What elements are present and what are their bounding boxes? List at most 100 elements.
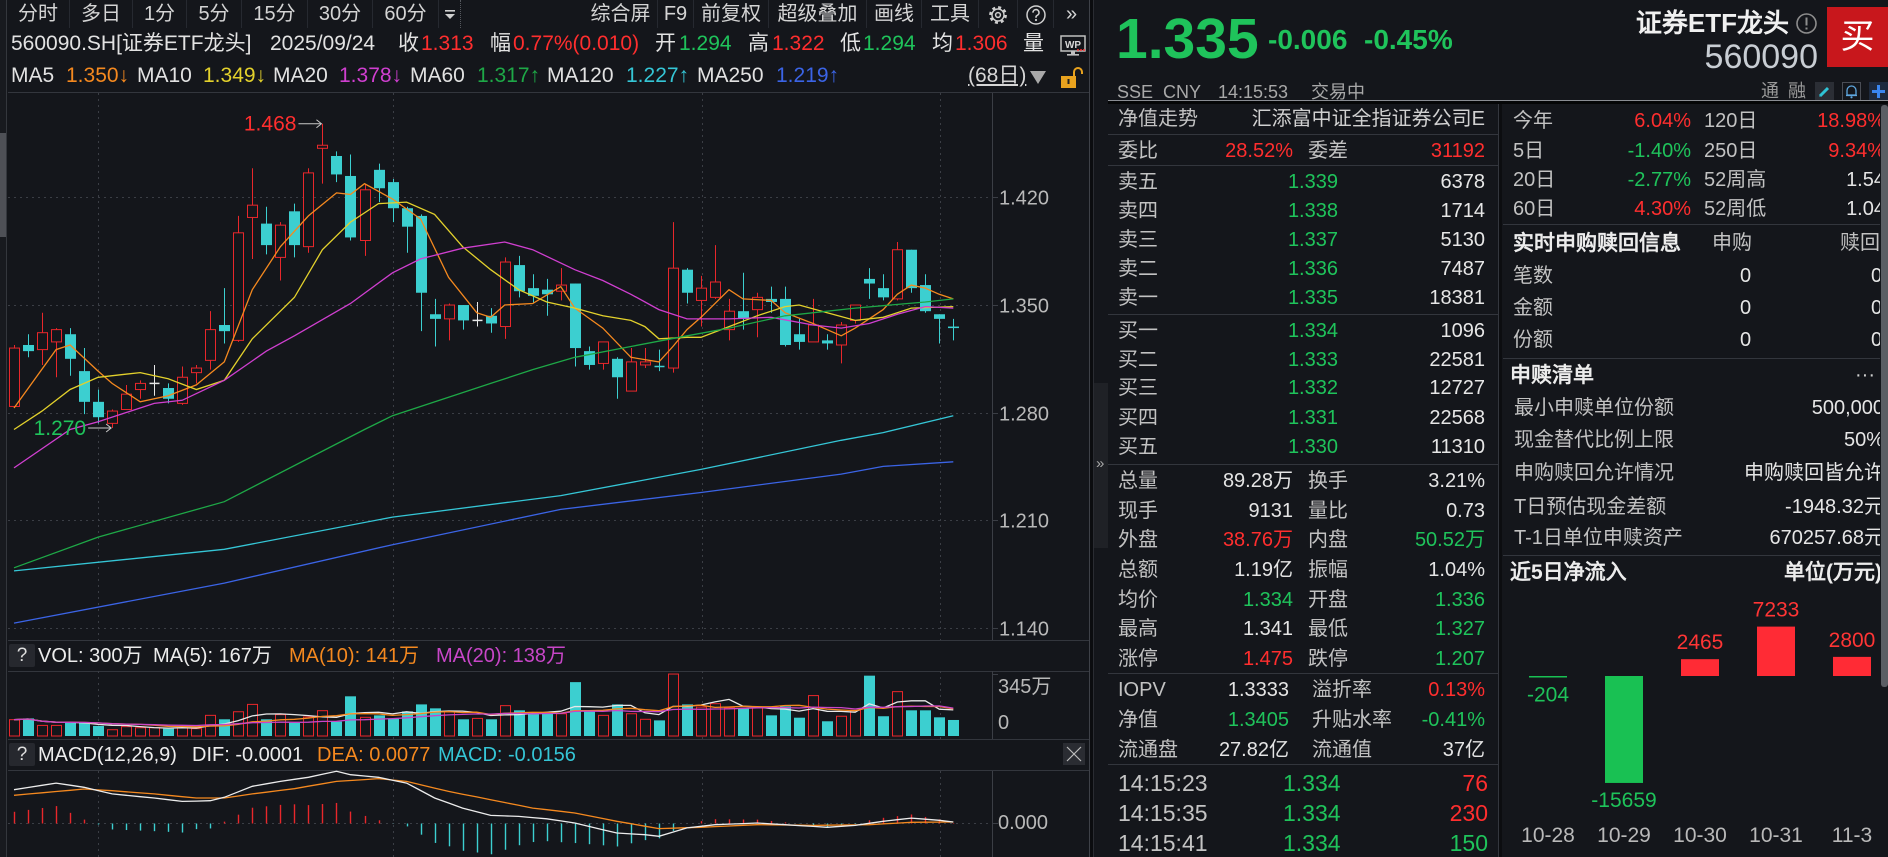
candle[interactable] [640,348,651,369]
close-indicator-button[interactable] [1063,743,1085,765]
candle[interactable] [584,346,595,370]
volume-bar[interactable] [135,727,146,737]
candle[interactable] [121,384,132,411]
help-button[interactable] [1018,0,1054,28]
tab-15min[interactable]: 15分 [242,0,308,28]
volume-bar[interactable] [472,717,483,737]
candle[interactable] [9,344,20,408]
volume-bar[interactable] [79,722,90,736]
volume-bar[interactable] [247,703,258,737]
bid-row[interactable]: 买五 1.330 11310 [1108,433,1498,462]
candle[interactable] [65,328,76,376]
volume-chart[interactable] [0,671,1089,739]
ask-row[interactable]: 卖五 1.339 6378 [1108,168,1498,197]
volume-bar[interactable] [780,706,791,736]
candle[interactable] [416,214,427,332]
collapse-right-panel-handle[interactable]: » [1094,383,1108,548]
volume-bar[interactable] [458,719,469,736]
volume-bar[interactable] [696,706,707,737]
candle[interactable] [149,364,160,396]
volume-bar[interactable] [920,710,931,736]
volume-bar[interactable] [542,712,553,736]
candle[interactable] [570,283,581,367]
bid-row[interactable]: 买四 1.331 22568 [1108,404,1498,433]
volume-bar[interactable] [219,719,230,736]
tab-30min[interactable]: 30分 [308,0,373,28]
candle[interactable] [780,286,791,347]
candle[interactable] [23,334,34,358]
candle[interactable] [696,275,707,327]
tab-5min[interactable]: 5分 [187,0,242,28]
tab-60min[interactable]: 60分 [373,0,439,28]
ask-row[interactable]: 卖二 1.336 7487 [1108,255,1498,284]
candle[interactable] [808,298,819,343]
volume-bar[interactable] [303,716,314,737]
volume-bar[interactable] [402,711,413,736]
wp-monitor-button[interactable]: WP [1060,35,1087,57]
volume-bar[interactable] [514,710,525,736]
volume-bar[interactable] [416,704,427,736]
candle[interactable] [331,151,342,183]
alert-button[interactable] [1842,82,1861,101]
candle[interactable] [724,298,735,341]
volume-bar[interactable] [23,718,34,736]
candle[interactable] [191,364,202,384]
nav-trend-row[interactable]: 净值走势 汇添富中证全指证券公司E [1108,105,1498,134]
composite-screen-button[interactable]: 综合屏 [584,0,658,28]
candle[interactable] [794,318,805,350]
add-watchlist-button[interactable] [1869,82,1888,101]
candle[interactable] [345,154,356,241]
volume-bar[interactable] [345,696,356,736]
volume-bar[interactable] [374,715,385,736]
volume-bar[interactable] [500,705,511,737]
volume-bar[interactable] [850,709,861,737]
bid-row[interactable]: 买一 1.334 1096 [1108,317,1498,346]
volume-bar[interactable] [149,727,160,737]
left-panel-scroll-thumb[interactable] [0,133,6,237]
volume-bar[interactable] [317,710,328,737]
volume-bar[interactable] [388,718,399,736]
volume-bar[interactable] [528,713,539,736]
candle[interactable] [402,206,413,253]
macd-chart[interactable] [0,770,1089,857]
candle[interactable] [360,183,371,256]
candle[interactable] [612,357,623,399]
candle[interactable] [948,318,959,341]
ask-row[interactable]: 卖三 1.337 5130 [1108,226,1498,255]
volume-bar[interactable] [93,725,104,736]
candle[interactable] [303,168,314,253]
volume-bar[interactable] [331,721,342,736]
candle[interactable] [233,215,244,342]
candle[interactable] [51,328,62,378]
bid-row[interactable]: 买三 1.332 12727 [1108,374,1498,403]
volume-bar[interactable] [682,704,693,736]
more-button[interactable]: ··· [1855,364,1875,386]
volume-bar[interactable] [177,727,188,737]
candle[interactable] [388,179,399,223]
candle[interactable] [93,389,104,424]
candle[interactable] [374,163,385,203]
tab-multi-day[interactable]: 多日 [70,0,133,28]
volume-bar[interactable] [486,719,497,736]
candle[interactable] [247,168,258,259]
tab-intraday[interactable]: 分时 [7,0,70,28]
macd-help-button[interactable]: ? [9,743,35,766]
ask-row[interactable]: 卖一 1.335 18381 [1108,284,1498,313]
volume-bar[interactable] [65,722,76,736]
candle[interactable] [822,334,833,350]
volume-bar[interactable] [37,724,48,737]
ask-row[interactable]: 卖四 1.338 1714 [1108,197,1498,226]
volume-bar[interactable] [51,724,62,737]
range-dropdown-button[interactable] [1029,68,1047,84]
tab-1min[interactable]: 1分 [133,0,187,28]
volume-bar[interactable] [360,716,371,737]
candle[interactable] [892,242,903,301]
right-panel-scrollbar[interactable] [1881,105,1888,687]
candle[interactable] [444,303,455,341]
super-overlay-button[interactable]: 超级叠加 [769,0,867,28]
volume-bar[interactable] [9,719,20,737]
candle[interactable] [556,268,567,301]
candle[interactable] [528,274,539,304]
volume-bar[interactable] [612,704,623,736]
volume-bar[interactable] [808,695,819,737]
